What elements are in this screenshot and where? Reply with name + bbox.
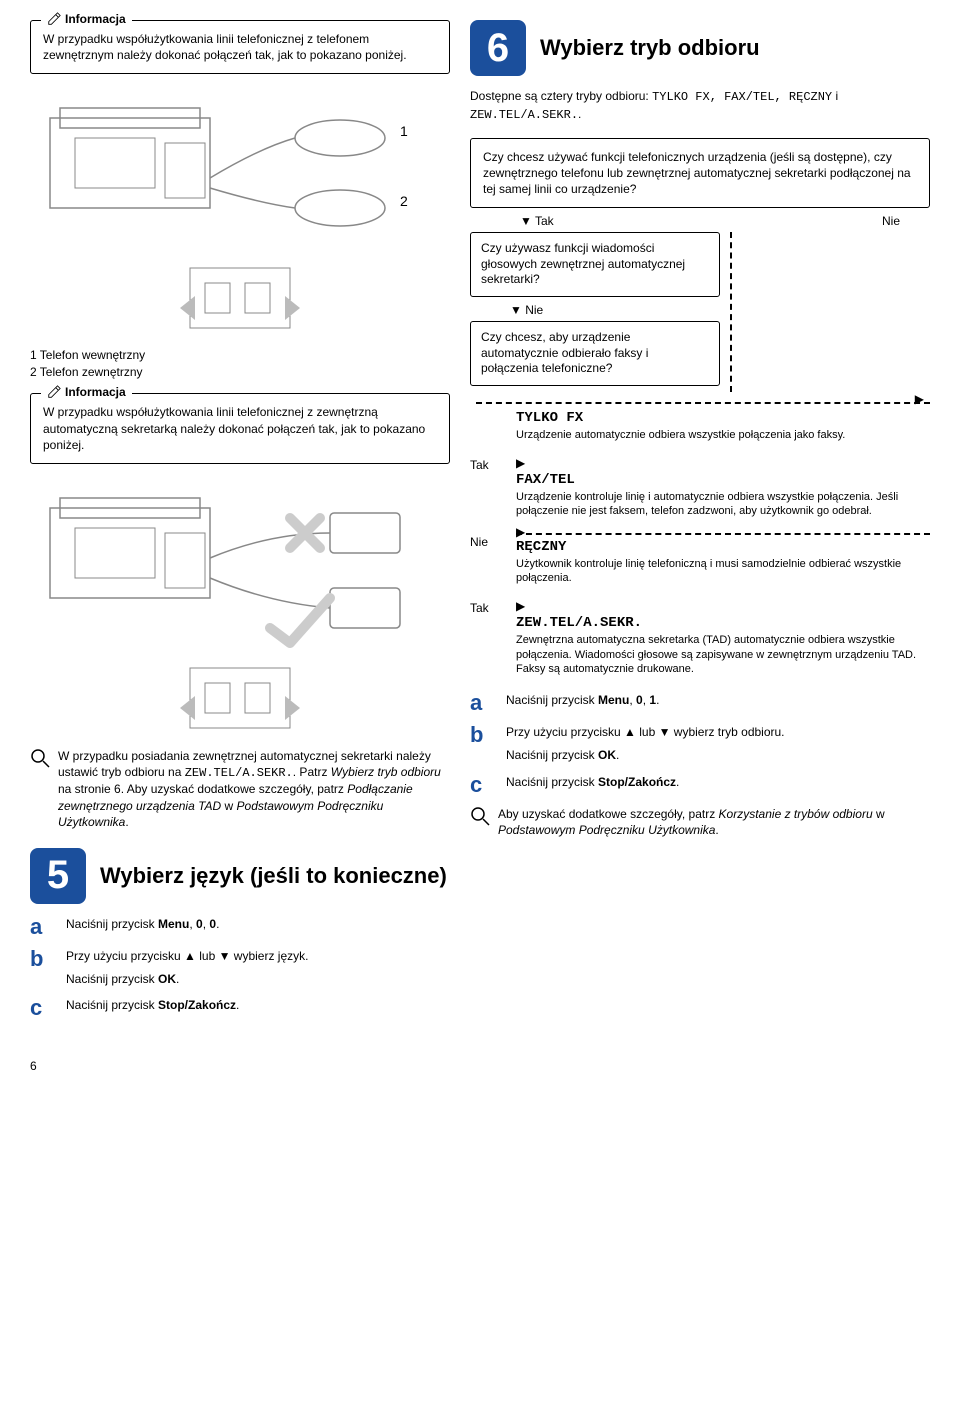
step-5b: Przy użyciu przycisku ▲ lub ▼ wybierz ję… (66, 948, 450, 988)
mode-desc: Urządzenie automatycznie odbiera wszystk… (516, 428, 930, 442)
legend-2: 2 Telefon zewnętrzny (30, 365, 450, 379)
step-letter-c: c (30, 997, 54, 1019)
legend-1: 1 Telefon wewnętrzny (30, 348, 450, 362)
info-2-text: W przypadku współużytkowania linii telef… (43, 404, 437, 453)
question-3: Czy chcesz, aby urządzenie automatycznie… (470, 321, 720, 386)
tad-diagram (30, 478, 450, 648)
info-box-1: Informacja W przypadku współużytkowania … (30, 20, 450, 74)
tad-note-text: W przypadku posiadania zewnętrznej autom… (58, 748, 450, 830)
step-5c: Naciśnij przycisk Stop/Zakończ. (66, 997, 450, 1019)
mode-name: TYLKO FX (516, 410, 930, 426)
diagram-legend: 1 Telefon wewnętrzny 2 Telefon zewnętrzn… (30, 348, 450, 379)
info-box-2-title: Informacja (41, 385, 132, 399)
page-number: 6 (30, 1059, 930, 1073)
step-letter-b: b (470, 724, 494, 764)
step6-note-text: Aby uzyskać dodatkowe szczegóły, patrz K… (498, 806, 930, 838)
pencil-icon (47, 12, 61, 26)
label-nie: Nie (470, 533, 506, 549)
step-5-num: 5 (30, 848, 86, 904)
step-6-list: a Naciśnij przycisk Menu, 0, 1. b Przy u… (470, 692, 930, 796)
step-5-list: a Naciśnij przycisk Menu, 0, 0. b Przy u… (30, 916, 450, 1020)
jack-diagram-1 (30, 258, 450, 338)
q2-arrow: ▼ Nie (470, 303, 720, 317)
svg-text:1: 1 (400, 123, 408, 139)
jack-diagram-2 (30, 658, 450, 738)
page-columns: Informacja W przypadku współużytkowania … (30, 20, 930, 1029)
mode-desc: Urządzenie kontroluje linię i automatycz… (516, 490, 930, 519)
info-title-text-2: Informacja (65, 385, 126, 399)
arrow-down-icon: Nie (882, 214, 900, 228)
question-2: Czy używasz funkcji wiadomości głosowych… (470, 232, 720, 297)
magnifier-icon (30, 748, 50, 768)
flow-split: Czy używasz funkcji wiadomości głosowych… (470, 232, 930, 392)
q1-arrows: ▼ Tak Nie (470, 214, 930, 228)
info-box-2: Informacja W przypadku współużytkowania … (30, 393, 450, 464)
label-tak: Tak (470, 456, 506, 472)
mode-desc: Użytkownik kontroluje linię telefoniczną… (516, 557, 930, 586)
question-1: Czy chcesz używać funkcji telefonicznych… (470, 138, 930, 209)
mode-name: FAX/TEL (516, 472, 930, 488)
arrow-down-icon: ▼ Tak (520, 214, 554, 228)
tad-note: W przypadku posiadania zewnętrznej autom… (30, 748, 450, 830)
step-5a: Naciśnij przycisk Menu, 0, 0. (66, 916, 450, 938)
flow-right-line (730, 232, 930, 392)
flow-left: Czy używasz funkcji wiadomości głosowych… (470, 232, 720, 392)
step-5-title: Wybierz język (jeśli to konieczne) (100, 863, 447, 888)
label-tak: Tak (470, 599, 506, 615)
mode-name: ZEW.TEL/A.SEKR. (516, 615, 930, 631)
info-1-text: W przypadku współużytkowania linii telef… (43, 31, 437, 63)
mode-desc: Zewnętrzna automatyczna sekretarka (TAD)… (516, 633, 930, 676)
step-letter-c: c (470, 774, 494, 796)
step-6a: Naciśnij przycisk Menu, 0, 1. (506, 692, 930, 714)
step-6c: Naciśnij przycisk Stop/Zakończ. (506, 774, 930, 796)
result-zew: Tak ▶ ZEW.TEL/A.SEKR. Zewnętrzna automat… (470, 599, 930, 676)
step-6-num: 6 (470, 20, 526, 76)
phone-diagram-1: 1 2 (30, 88, 450, 248)
step-letter-a: a (30, 916, 54, 938)
step-6b: Przy użyciu przycisku ▲ lub ▼ wybierz tr… (506, 724, 930, 764)
step6-note: Aby uzyskać dodatkowe szczegóły, patrz K… (470, 806, 930, 838)
mode-results: ▶ TYLKO FX Urządzenie automatycznie odbi… (470, 402, 930, 676)
step-letter-a: a (470, 692, 494, 714)
result-reczny: Nie ▶ RĘCZNY Użytkownik kontroluje linię… (470, 533, 930, 586)
left-column: Informacja W przypadku współużytkowania … (30, 20, 450, 1029)
result-tylko-fx: ▶ TYLKO FX Urządzenie automatycznie odbi… (470, 402, 930, 442)
pencil-icon (47, 385, 61, 399)
info-title-text: Informacja (65, 12, 126, 26)
step-letter-b: b (30, 948, 54, 988)
step-6-title: Wybierz tryb odbioru (540, 35, 760, 60)
modes-intro: Dostępne są cztery tryby odbioru: TYLKO … (470, 88, 930, 124)
magnifier-icon (470, 806, 490, 826)
info-box-1-title: Informacja (41, 12, 132, 26)
result-faxtel: Tak ▶ FAX/TEL Urządzenie kontroluje lini… (470, 456, 930, 519)
right-column: 6 Wybierz tryb odbioru Dostępne są czter… (470, 20, 930, 1029)
step-5-header: 5 Wybierz język (jeśli to konieczne) (30, 848, 450, 904)
mode-name: RĘCZNY (516, 539, 930, 555)
svg-text:2: 2 (400, 193, 408, 209)
step-6-header: 6 Wybierz tryb odbioru (470, 20, 930, 76)
